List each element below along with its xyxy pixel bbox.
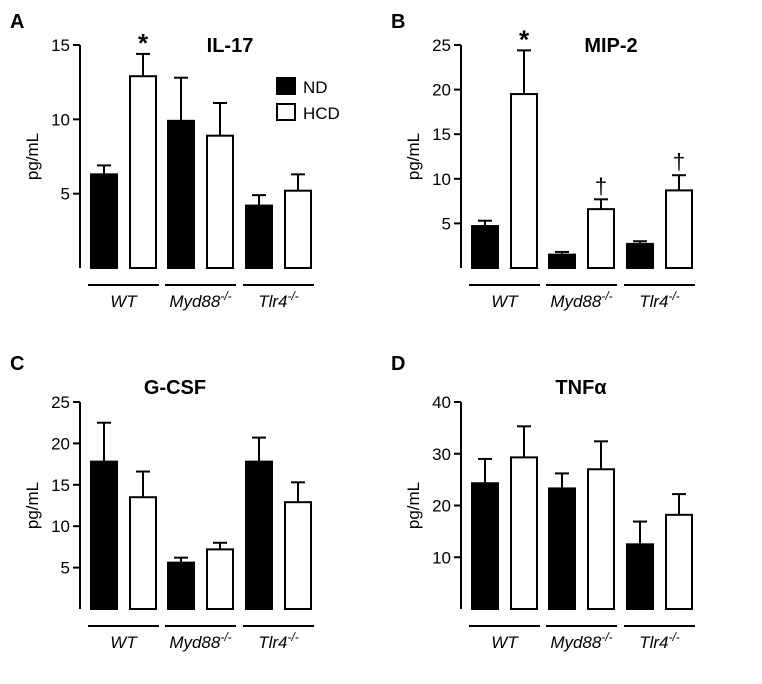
bar-nd [167,561,195,611]
bar-hcd [587,208,615,270]
chart-il17: A IL-17 5 10 15 pg/mL * WT Myd88-/- Tlr4-/- ND HCD [10,11,340,311]
legend-label: ND [303,78,328,97]
chart-mip2: B MIP-2 5 10 15 20 25 pg/mL * WT † Myd88-/- † Tlr4-/- [391,11,695,311]
panel-B: B MIP-2 5 10 15 20 25 pg/mL * WT † Myd88-/- † Tlr4-/- [381,0,762,342]
y-tick-label: 5 [61,185,70,204]
group-label: WT [491,292,519,311]
bar-hcd [284,189,312,269]
bar-nd [245,204,273,269]
bar-hcd [665,513,693,610]
panel-letter: A [10,11,24,33]
significance-mark: * [138,28,149,58]
panel-C: C G-CSF 5 10 15 20 25 pg/mL WT Myd88-/- Tlr4-/- [0,342,381,684]
bar-nd [471,225,499,270]
group-label: WT [491,633,519,652]
bar-nd [548,253,576,269]
bar-hcd [587,468,615,611]
legend-label: HCD [303,104,340,123]
group-label: Tlr4-/- [639,630,680,652]
group-label: WT [110,292,138,311]
chart-title: IL-17 [207,35,254,57]
chart-gcsf: C G-CSF 5 10 15 20 25 pg/mL WT Myd88-/- Tlr4-/- [10,353,314,652]
y-tick-label: 10 [432,170,451,189]
y-tick-label: 10 [432,548,451,567]
bar-hcd [510,93,538,269]
significance-mark: † [673,149,685,174]
y-tick-label: 30 [432,445,451,464]
group-label: Myd88-/- [169,630,231,652]
legend-swatch [276,77,296,95]
y-tick-label: 25 [51,393,70,412]
panel-letter: D [391,353,405,375]
significance-mark: * [519,24,530,54]
group-label: Myd88-/- [550,630,612,652]
y-tick-label: 25 [432,36,451,55]
panel-letter: C [10,353,24,375]
group-label: Myd88-/- [550,289,612,311]
bar-nd [245,460,273,610]
significance-mark: † [595,173,607,198]
bar-hcd [129,75,157,269]
group-label: Tlr4-/- [639,289,680,311]
y-tick-label: 40 [432,393,451,412]
panel-D: D TNFα 10 20 30 40 pg/mL WT Myd88-/- Tlr4-/- [381,342,762,684]
y-tick-label: 15 [51,36,70,55]
y-tick-label: 20 [432,497,451,516]
bar-nd [167,119,195,269]
chart-tnfa: D TNFα 10 20 30 40 pg/mL WT Myd88-/- Tlr4-/- [391,353,695,652]
bar-nd [626,543,654,610]
group-label: Myd88-/- [169,289,231,311]
y-tick-label: 20 [432,81,451,100]
bar-nd [548,487,576,610]
y-tick-label: 15 [432,125,451,144]
group-label: WT [110,633,138,652]
chart-title: G-CSF [144,377,206,399]
bar-hcd [129,496,157,610]
bar-hcd [206,134,234,269]
bar-nd [90,460,118,610]
legend-swatch [276,103,296,121]
y-tick-label: 5 [442,214,451,233]
y-tick-label: 10 [51,517,70,536]
y-axis-label: pg/mL [404,482,423,529]
bar-hcd [510,456,538,610]
y-axis-label: pg/mL [23,482,42,529]
bar-nd [90,173,118,269]
y-tick-label: 20 [51,434,70,453]
y-tick-label: 10 [51,110,70,129]
bar-nd [471,482,499,610]
bar-hcd [206,548,234,611]
y-axis-label: pg/mL [404,133,423,180]
bar-hcd [665,189,693,269]
bar-nd [626,242,654,269]
y-tick-label: 5 [61,559,70,578]
panel-A: A IL-17 5 10 15 pg/mL * WT Myd88-/- Tlr4-/- ND HCD [0,0,381,342]
y-axis-label: pg/mL [23,133,42,180]
y-tick-label: 15 [51,476,70,495]
bar-hcd [284,501,312,610]
group-label: Tlr4-/- [258,630,299,652]
chart-title: MIP-2 [584,35,637,57]
chart-title: TNFα [555,377,607,399]
group-label: Tlr4-/- [258,289,299,311]
panel-letter: B [391,11,405,33]
